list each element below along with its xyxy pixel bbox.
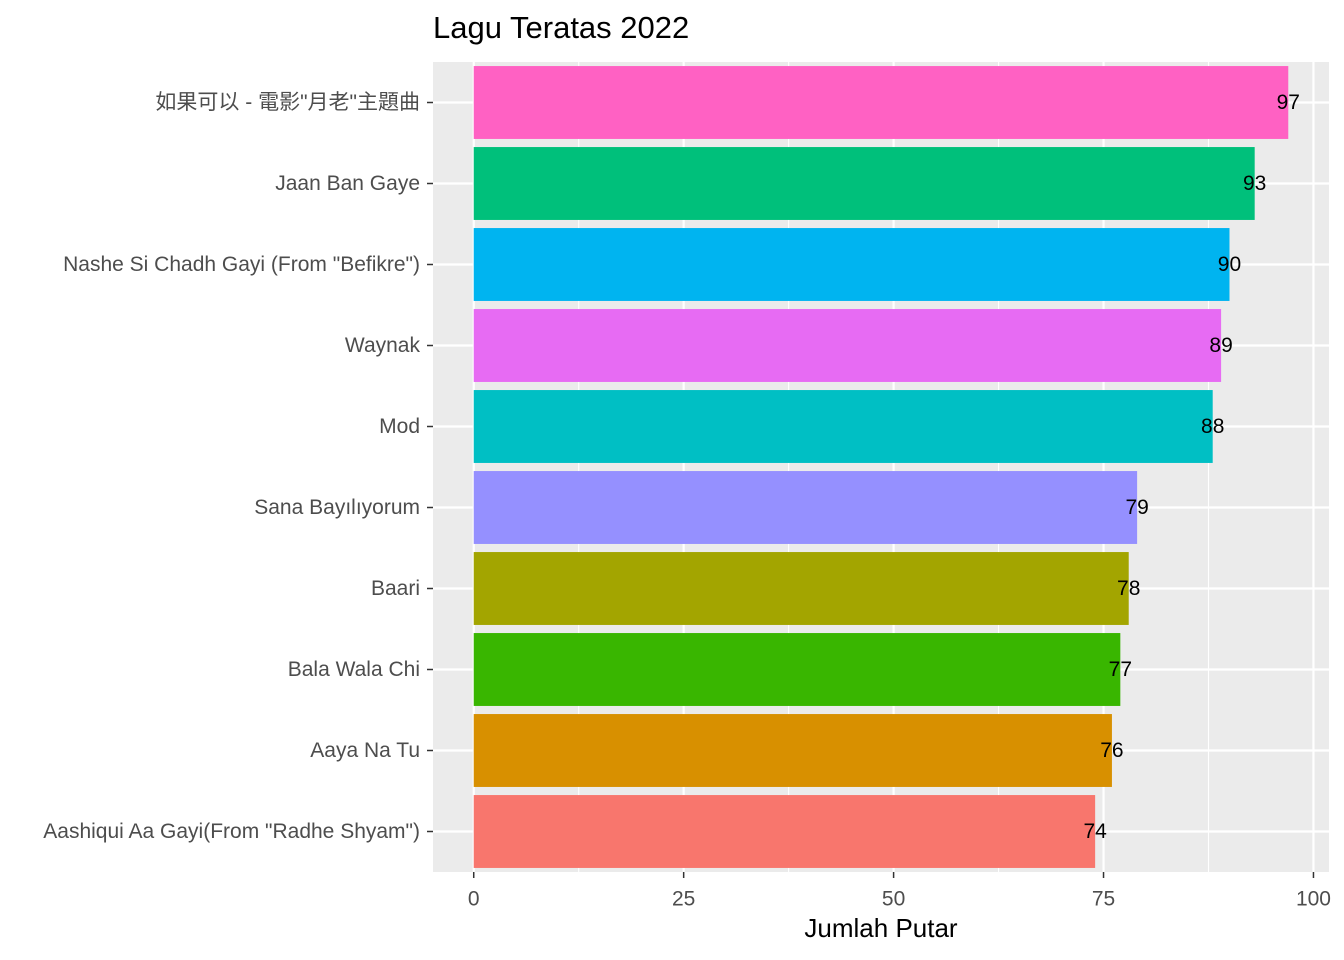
data-label: 74 — [1083, 820, 1107, 843]
data-label: 88 — [1201, 415, 1224, 438]
y-tick-label: Mod — [379, 415, 420, 438]
y-tick-label: Aaya Na Tu — [310, 739, 420, 762]
data-label: 77 — [1109, 658, 1132, 681]
y-tick-label: Nashe Si Chadh Gayi (From "Befikre") — [63, 253, 420, 276]
x-axis-title: Jumlah Putar — [804, 913, 958, 943]
bar — [473, 795, 1096, 868]
y-axis: 如果可以 - 電影"月老"主題曲 Jaan Ban Gaye Nashe Si Ch… — [43, 91, 433, 843]
x-tick-label: 25 — [672, 888, 695, 911]
y-tick-label: Waynak — [345, 334, 421, 357]
data-labels-layer: 97 93 90 89 88 79 78 77 76 74 — [1083, 91, 1299, 843]
y-tick-label: Baari — [371, 577, 420, 600]
bar — [473, 390, 1213, 463]
data-label: 97 — [1277, 91, 1300, 114]
y-tick-label: Bala Wala Chi — [288, 658, 420, 681]
bar — [473, 66, 1289, 139]
data-label: 79 — [1125, 496, 1148, 519]
y-tick-label: Sana Bayılıyorum — [254, 496, 420, 519]
bar — [473, 633, 1121, 706]
chart-title: Lagu Teratas 2022 — [433, 10, 690, 45]
data-label: 78 — [1117, 577, 1140, 600]
bars-layer — [473, 66, 1289, 868]
bar — [473, 714, 1112, 787]
data-label: 90 — [1218, 253, 1241, 276]
bar — [473, 552, 1129, 625]
y-tick-label: 如果可以 - 電影"月老"主題曲 — [155, 91, 420, 114]
data-label: 76 — [1100, 739, 1123, 762]
x-tick-label: 0 — [468, 888, 480, 911]
bar — [473, 147, 1255, 220]
data-label: 93 — [1243, 172, 1266, 195]
x-tick-label: 75 — [1092, 888, 1115, 911]
bar — [473, 309, 1222, 382]
y-tick-label: Aashiqui Aa Gayi(From "Radhe Shyam") — [43, 820, 420, 843]
bar — [473, 228, 1230, 301]
bar — [473, 471, 1138, 544]
y-tick-label: Jaan Ban Gaye — [275, 172, 420, 195]
x-tick-label: 100 — [1296, 888, 1331, 911]
data-label: 89 — [1209, 334, 1232, 357]
x-tick-label: 50 — [882, 888, 905, 911]
x-axis: 0 25 50 75 100 — [468, 872, 1331, 911]
